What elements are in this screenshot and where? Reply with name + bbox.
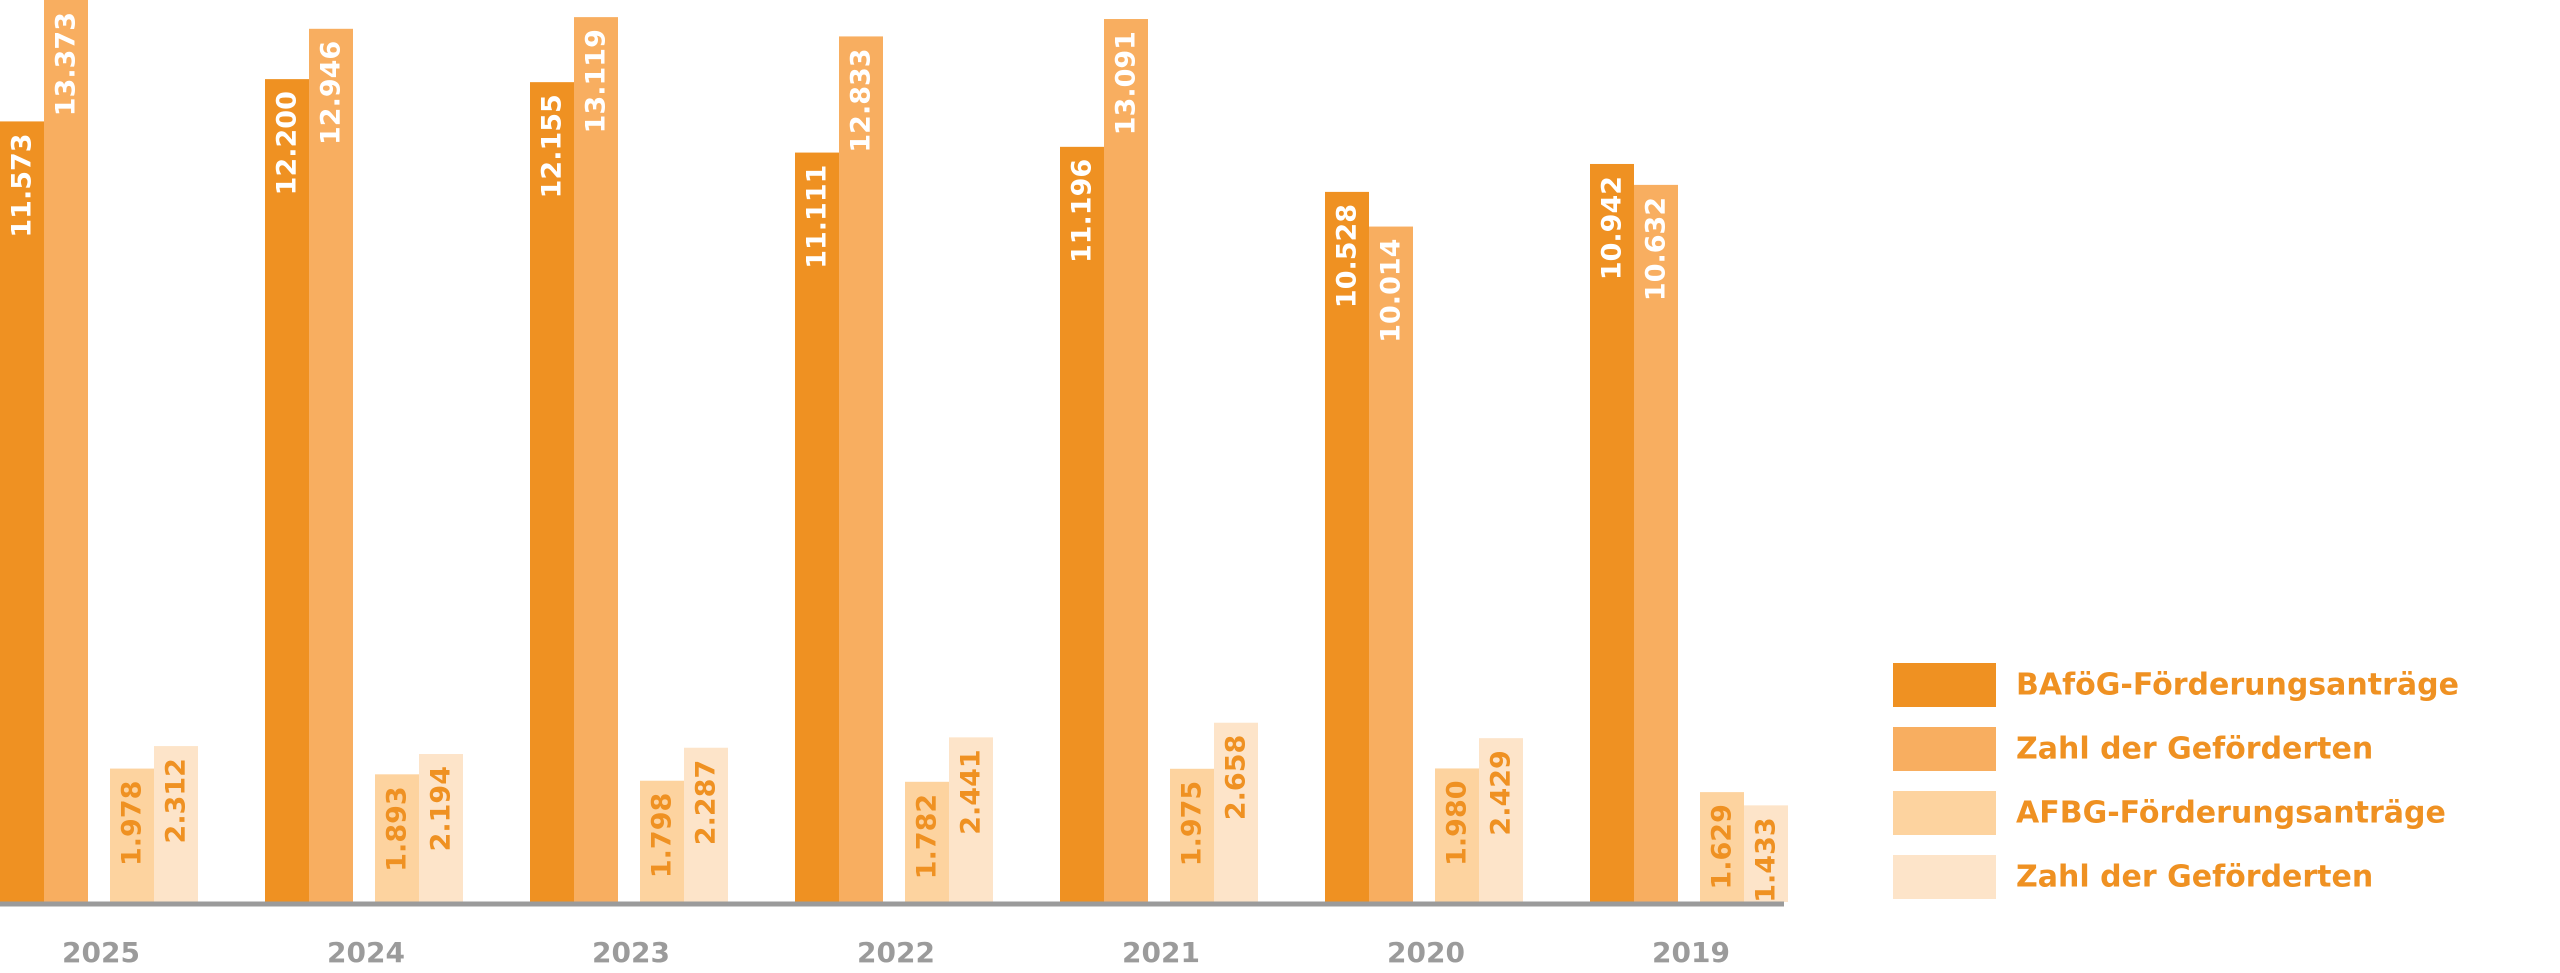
bar-s1-2023 xyxy=(530,82,574,902)
legend-label-1: BAföG-Förderungsanträge xyxy=(2016,668,2459,703)
bar-value-label: 10.942 xyxy=(1597,176,1628,280)
bar-s1-2021 xyxy=(1060,146,1104,902)
bar-s1-2024 xyxy=(265,79,309,903)
bar-value-label: 1.978 xyxy=(117,781,148,866)
x-tick-label: 2020 xyxy=(1387,936,1465,969)
legend-swatch-3 xyxy=(1893,791,1996,835)
bar-value-label: 12.946 xyxy=(316,41,347,145)
bar-value-label: 12.833 xyxy=(846,48,877,152)
bar-value-label: 10.632 xyxy=(1641,197,1672,301)
bar-s2-2025 xyxy=(44,0,88,902)
bar-s3-2025 xyxy=(110,768,154,902)
bar-value-label: 1.629 xyxy=(1707,804,1738,889)
bar-value-label: 2.312 xyxy=(161,758,192,843)
bar-s3-2021 xyxy=(1170,768,1214,902)
bar-labels-group: 11.573 13.373 1.978 2.312 12.200 12.946 1.893 2… xyxy=(7,12,1782,903)
bar-value-label: 2.287 xyxy=(691,760,722,845)
bar-value-label: 1.893 xyxy=(382,786,413,871)
bar-s2-2019 xyxy=(1634,184,1678,902)
bar-value-label: 2.658 xyxy=(1221,735,1252,820)
bar-s2-2023 xyxy=(574,17,618,902)
bar-value-label: 10.014 xyxy=(1376,239,1407,343)
bar-s4-2023 xyxy=(684,747,728,902)
legend-label-4: Zahl der Geförderten xyxy=(2016,860,2373,895)
bar-s4-2020 xyxy=(1479,738,1523,902)
bar-value-label: 11.573 xyxy=(7,133,38,237)
bar-s2-2024 xyxy=(309,28,353,903)
bar-value-label: 13.119 xyxy=(581,29,612,133)
legend: BAföG-Förderungsanträge Zahl der Geförder… xyxy=(1893,663,2459,899)
bar-s2-2022 xyxy=(839,36,883,902)
bar-value-label: 2.194 xyxy=(426,766,457,851)
bar-s4-2022 xyxy=(949,737,993,902)
bar-value-label: 2.441 xyxy=(956,749,987,834)
x-tick-label: 2021 xyxy=(1122,936,1200,969)
legend-swatch-1 xyxy=(1893,663,1996,707)
bar-s3-2024 xyxy=(375,774,419,902)
x-tick-label: 2024 xyxy=(327,936,405,969)
bar-value-label: 1.980 xyxy=(1442,780,1473,865)
bar-s3-2020 xyxy=(1435,768,1479,902)
bar-s1-2022 xyxy=(795,152,839,902)
bar-value-label: 13.373 xyxy=(51,12,82,116)
x-tick-label: 2023 xyxy=(592,936,670,969)
bar-s4-2019 xyxy=(1744,805,1788,902)
bar-s2-2021 xyxy=(1104,19,1148,903)
bar-s4-2024 xyxy=(419,754,463,902)
bar-value-label: 10.528 xyxy=(1332,204,1363,308)
bars-group xyxy=(0,0,1788,903)
bar-value-label: 1.798 xyxy=(647,793,678,878)
bar-value-label: 1.782 xyxy=(912,794,943,879)
bar-value-label: 2.429 xyxy=(1486,750,1517,835)
x-tick-label: 2025 xyxy=(62,936,140,969)
bar-value-label: 12.155 xyxy=(537,94,568,198)
bar-s1-2025 xyxy=(0,121,44,902)
legend-swatch-4 xyxy=(1893,855,1996,899)
bar-s4-2025 xyxy=(154,746,198,902)
bar-value-label: 11.196 xyxy=(1067,159,1098,263)
x-tick-label: 2019 xyxy=(1652,936,1730,969)
bar-s3-2019 xyxy=(1700,792,1744,902)
bar-s1-2020 xyxy=(1325,191,1369,902)
legend-swatch-2 xyxy=(1893,727,1996,771)
x-tick-labels: 2025 2024 2023 2022 2021 2020 2019 xyxy=(62,936,1730,969)
bar-value-label: 1.433 xyxy=(1751,817,1782,902)
bar-s3-2023 xyxy=(640,780,684,902)
bar-s2-2020 xyxy=(1369,226,1413,903)
legend-label-2: Zahl der Geförderten xyxy=(2016,732,2373,767)
bar-s1-2019 xyxy=(1590,163,1634,902)
x-tick-label: 2022 xyxy=(857,936,935,969)
bar-value-label: 12.200 xyxy=(272,91,303,195)
bar-value-label: 1.975 xyxy=(1177,781,1208,866)
bar-s4-2021 xyxy=(1214,722,1258,902)
bar-value-label: 13.091 xyxy=(1111,31,1142,135)
legend-label-3: AFBG-Förderungsanträge xyxy=(2016,796,2446,831)
bar-s3-2022 xyxy=(905,781,949,902)
bar-value-label: 11.111 xyxy=(802,165,833,269)
